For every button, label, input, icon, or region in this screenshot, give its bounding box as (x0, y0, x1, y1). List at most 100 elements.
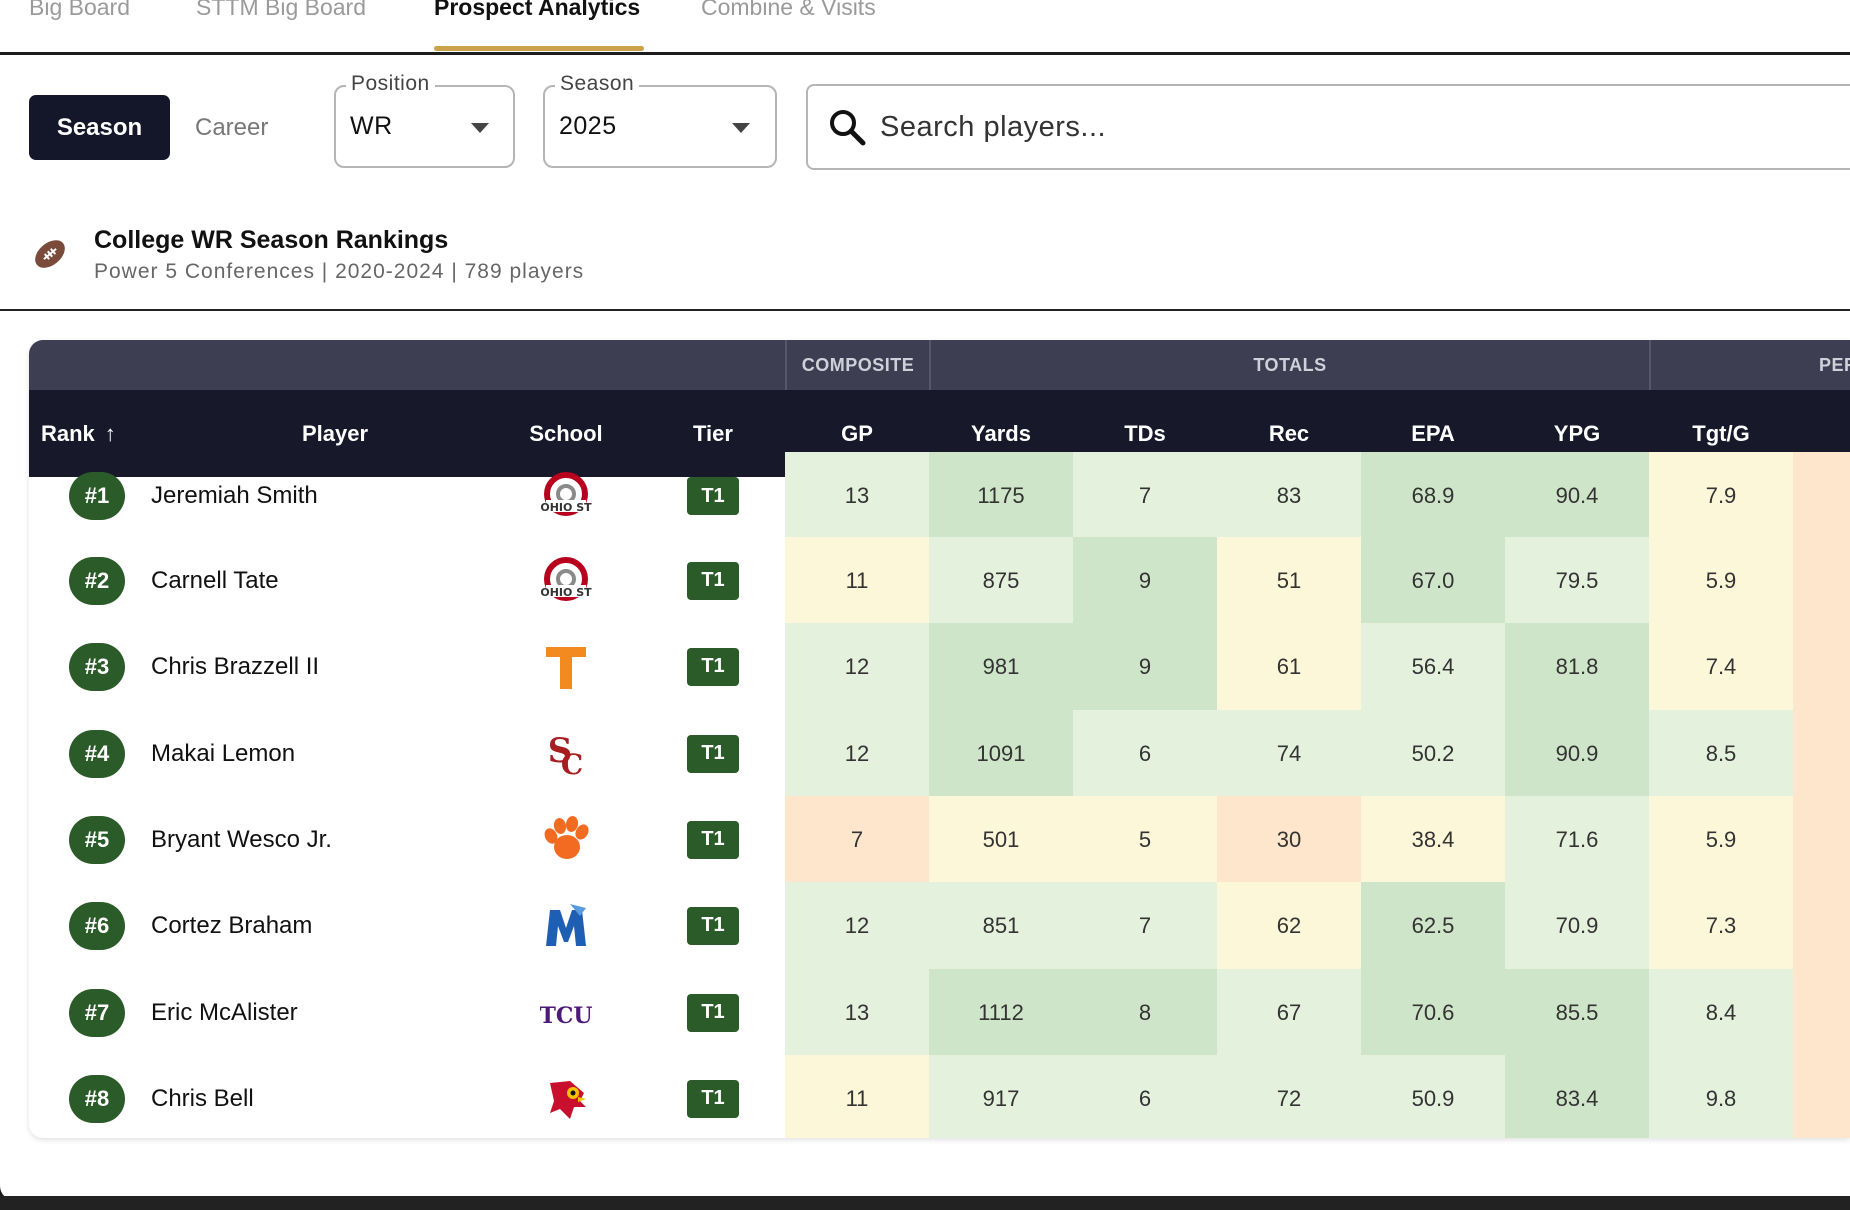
column-header-gp[interactable]: GP (841, 420, 873, 446)
search-icon (830, 110, 866, 146)
cell-ypg: 90.9 (1505, 710, 1649, 797)
ohio-state-logo: OHIO ST (540, 555, 592, 607)
cell-gp: 13 (785, 969, 929, 1056)
section-divider (0, 309, 1850, 311)
cell-y: 1 (1793, 710, 1850, 797)
cell-epa: 70.6 (1361, 969, 1505, 1056)
rank-badge: #7 (69, 988, 125, 1037)
cell-rec: 72 (1217, 1055, 1361, 1138)
table-row[interactable]: #2 Carnell Tate OHIO ST T1 11 875 9 51 67.0 79.5 5… (29, 537, 1850, 624)
tier-badge: T1 (687, 820, 739, 859)
cell-yards: 501 (929, 796, 1073, 883)
table-row[interactable]: #1 Jeremiah Smith OHIO ST T1 13 1175 7 83 68.9 90… (29, 452, 1850, 540)
cell-tds: 9 (1073, 537, 1217, 624)
cell-tgt-per-game: 7.4 (1649, 623, 1793, 710)
rank-badge: #1 (69, 472, 125, 520)
cell-gp: 12 (785, 882, 929, 969)
column-header-player[interactable]: Player (301, 420, 369, 446)
cell-tgt-per-game: 8.4 (1649, 969, 1793, 1056)
cell-rec: 62 (1217, 882, 1361, 969)
position-select[interactable]: Position WR (334, 72, 515, 168)
memphis-logo (540, 900, 592, 952)
column-header-rank[interactable]: Rank ↑ (41, 390, 151, 477)
cell-gp: 7 (785, 796, 929, 883)
column-header-tgt-per-game[interactable]: Tgt/G (1692, 420, 1750, 446)
column-header-epa[interactable]: EPA (1411, 420, 1455, 446)
cell-tgt-per-game: 7.9 (1649, 452, 1793, 540)
season-select[interactable]: Season 2025 (543, 72, 777, 168)
player-name[interactable]: Chris Bell (151, 1084, 254, 1112)
active-tab-indicator (434, 46, 644, 51)
player-name[interactable]: Makai Lemon (151, 739, 296, 767)
cell-yards: 851 (929, 882, 1073, 969)
cell-ypg: 85.5 (1505, 969, 1649, 1056)
cell-epa: 68.9 (1361, 452, 1505, 540)
table-row[interactable]: #7 Eric McAlister TCU T1 13 1112 8 67 70.6 85.5 8.… (29, 969, 1850, 1056)
cell-tgt-per-game: 7.3 (1649, 882, 1793, 969)
player-name[interactable]: Eric McAlister (151, 998, 298, 1026)
rank-badge: #3 (69, 642, 125, 691)
louisville-logo (540, 1073, 592, 1125)
rank-badge: #4 (69, 729, 125, 778)
search-input[interactable] (878, 106, 1782, 148)
search-box[interactable] (806, 84, 1850, 170)
tier-badge: T1 (687, 734, 739, 773)
tab-combine-visits[interactable]: Combine & Visits (701, 0, 876, 20)
cell-tds: 9 (1073, 623, 1217, 710)
chevron-down-icon (732, 123, 750, 133)
column-header-tds[interactable]: TDs (1124, 420, 1166, 446)
cell-epa: 38.4 (1361, 796, 1505, 883)
table-row[interactable]: #3 Chris Brazzell II T1 12 981 9 61 56.4 81.8 7.4 (29, 623, 1850, 710)
cell-rec: 67 (1217, 969, 1361, 1056)
cell-gp: 13 (785, 452, 929, 540)
tab-prospect-analytics[interactable]: Prospect Analytics (434, 0, 641, 20)
cell-yards: 1175 (929, 452, 1073, 540)
rank-badge: #8 (69, 1074, 125, 1123)
group-totals: TOTALS (929, 340, 1649, 390)
column-header-school[interactable]: School (529, 420, 603, 446)
career-mode-button[interactable]: Career (195, 113, 269, 141)
ohio-state-logo: OHIO ST (540, 470, 592, 522)
player-name[interactable]: Carnell Tate (151, 566, 279, 594)
cell-tds: 8 (1073, 969, 1217, 1056)
cell-tgt-per-game: 5.9 (1649, 537, 1793, 624)
cell-ypg: 70.9 (1505, 882, 1649, 969)
cell-y: 1 (1793, 452, 1850, 540)
clemson-logo (540, 814, 592, 866)
cell-tds: 7 (1073, 882, 1217, 969)
player-name[interactable]: Bryant Wesco Jr. (151, 825, 332, 853)
window-bottom-edge (0, 1196, 1850, 1210)
column-header-rec[interactable]: Rec (1268, 420, 1310, 446)
svg-text:S: S (548, 731, 573, 771)
tab-bar: Big Board STTM Big Board Prospect Analyt… (0, 0, 1850, 55)
column-header-ypg[interactable]: YPG (1553, 420, 1601, 446)
tier-badge: T1 (687, 647, 739, 686)
cell-ypg: 83.4 (1505, 1055, 1649, 1138)
tab-sttm-big-board[interactable]: STTM Big Board (196, 0, 366, 20)
cell-tgt-per-game: 5.9 (1649, 796, 1793, 883)
tab-big-board[interactable]: Big Board (29, 0, 131, 20)
cell-y: 1 (1793, 537, 1850, 624)
column-header-yards[interactable]: Yards (971, 420, 1031, 446)
cell-rec: 83 (1217, 452, 1361, 540)
cell-ypg: 90.4 (1505, 452, 1649, 540)
cell-epa: 50.9 (1361, 1055, 1505, 1138)
player-name[interactable]: Jeremiah Smith (151, 482, 318, 509)
season-mode-button[interactable]: Season (29, 95, 170, 160)
table-row[interactable]: #6 Cortez Braham T1 12 851 7 62 62.5 70.9 7.3 (29, 882, 1850, 969)
cell-rec: 74 (1217, 710, 1361, 797)
player-name[interactable]: Chris Brazzell II (151, 652, 320, 680)
column-header-tier[interactable]: Tier (693, 420, 733, 446)
tier-badge: T1 (687, 993, 739, 1032)
tier-badge: T1 (687, 906, 739, 945)
cell-gp: 12 (785, 623, 929, 710)
rank-badge: #5 (69, 815, 125, 864)
cell-tds: 7 (1073, 452, 1217, 540)
tier-badge: T1 (687, 1079, 739, 1118)
svg-text:C: C (561, 748, 583, 780)
group-per: PER (1649, 340, 1850, 390)
player-name[interactable]: Cortez Braham (151, 911, 313, 939)
